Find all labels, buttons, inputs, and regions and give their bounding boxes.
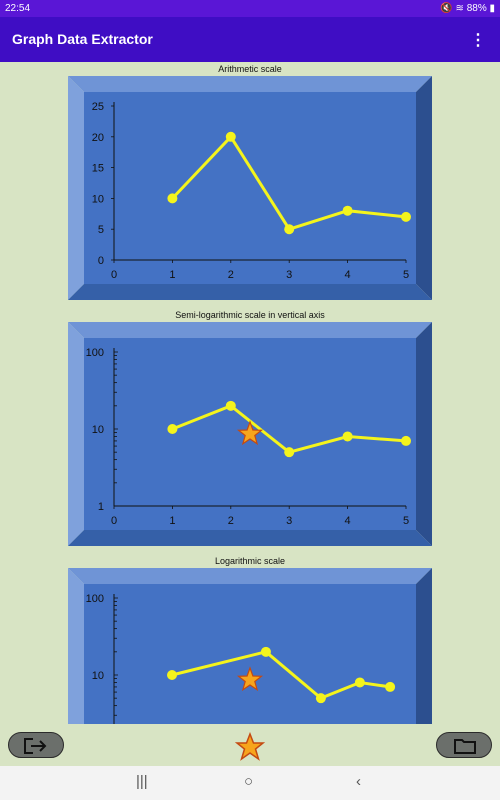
data-point (260, 646, 271, 657)
y-tick-label: 10 (92, 193, 104, 205)
logout-icon (24, 738, 47, 754)
y-tick-label: 1 (98, 501, 104, 513)
x-tick-label: 0 (111, 269, 117, 281)
frame-bevel-top (68, 568, 432, 584)
frame-bevel-right (416, 568, 432, 724)
frame-bevel-bottom (68, 530, 432, 546)
exit-button[interactable] (8, 732, 64, 758)
y-tick-label: 100 (86, 593, 104, 605)
y-tick-label: 10 (92, 424, 104, 436)
plot-background (84, 92, 416, 284)
y-tick-label: 0 (98, 255, 104, 267)
y-tick-label: 100 (86, 347, 104, 359)
star-marker (236, 420, 264, 446)
x-tick-label: 1 (169, 515, 175, 527)
y-tick-label: 10 (92, 670, 104, 682)
x-tick-label: 0 (111, 515, 117, 527)
frame-bevel-top (68, 322, 432, 338)
x-tick-label: 1 (169, 269, 175, 281)
system-nav-bar: ||| ○ ‹ (0, 766, 500, 800)
data-point (167, 424, 178, 434)
chart-title-arithmetic: Arithmetic scale (218, 64, 282, 74)
frame-bevel-right (416, 76, 432, 300)
data-point (167, 670, 177, 680)
x-tick-label: 5 (403, 269, 409, 281)
chart-title-log: Logarithmic scale (214, 556, 286, 566)
x-tick-label: 2 (228, 269, 234, 281)
data-point (385, 681, 396, 692)
folder-icon (454, 739, 476, 754)
home-button[interactable]: ○ (244, 773, 254, 790)
frame-bevel-top (68, 76, 432, 92)
status-time: 22:54 (5, 3, 31, 14)
recent-apps-button[interactable]: ||| (136, 773, 148, 790)
bottom-toolbar (0, 724, 500, 766)
battery-level: 88% (466, 3, 487, 14)
data-point (342, 205, 353, 216)
y-tick-label: 20 (92, 132, 104, 144)
x-tick-label: 2 (228, 515, 234, 527)
star-marker (236, 666, 264, 692)
x-tick-label: 4 (345, 269, 351, 281)
data-point (284, 447, 295, 458)
more-vert-icon[interactable]: ⋮ (470, 32, 486, 49)
frame-bevel-left (68, 76, 84, 300)
frame-bevel-left (68, 568, 84, 724)
chart-title-semilog: Semi-logarithmic scale in vertical axis (175, 310, 325, 320)
status-icons: 🔇 ≋ 88% ▮ (440, 3, 495, 14)
back-button[interactable]: ‹ (356, 773, 361, 790)
open-folder-button[interactable] (436, 732, 492, 758)
y-tick-label: 15 (92, 163, 104, 175)
frame-bevel-bottom (68, 284, 432, 300)
data-point (167, 193, 178, 204)
status-bar: 22:54 🔇 ≋ 88% ▮ (0, 0, 500, 17)
data-point (401, 211, 411, 222)
data-point (225, 131, 236, 142)
chart-scroll-area[interactable]: Arithmetic scale 0 5 10 15 20 25 0 1 2 3 4 5 Semi-l… (0, 62, 500, 724)
app-title: Graph Data Extractor (12, 31, 153, 47)
arithmetic-chart[interactable]: 0 5 10 15 20 25 0 1 2 3 4 5 (68, 76, 432, 300)
star-icon[interactable] (235, 732, 265, 762)
app-bar: Graph Data Extractor ⋮ (0, 17, 500, 62)
x-tick-label: 3 (286, 515, 292, 527)
data-point (401, 435, 411, 446)
plot-background (84, 584, 416, 724)
data-point (284, 224, 295, 235)
data-point (342, 431, 353, 442)
x-tick-label: 5 (403, 515, 409, 527)
frame-bevel-left (68, 322, 84, 546)
x-tick-label: 3 (286, 269, 292, 281)
x-tick-label: 4 (345, 515, 351, 527)
data-point (225, 400, 236, 411)
data-point (354, 677, 365, 688)
frame-bevel-right (416, 322, 432, 546)
y-tick-label: 5 (98, 224, 104, 236)
data-point (315, 693, 326, 704)
y-tick-label: 25 (92, 101, 104, 113)
